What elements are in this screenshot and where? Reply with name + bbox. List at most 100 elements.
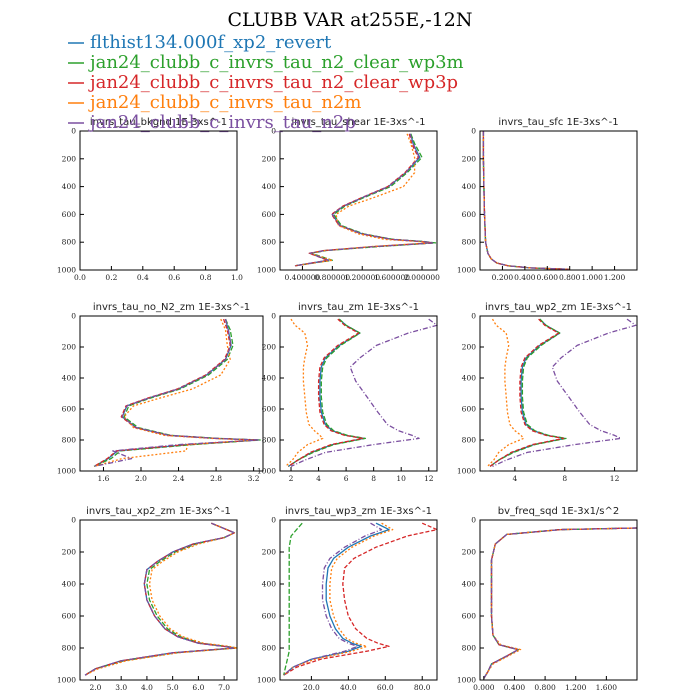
y-tick-label: 1000 (457, 467, 476, 476)
y-tick-label: 800 (62, 238, 77, 247)
panel-title: invrs_tau_wp2_zm 1E-3xs^-1 (485, 302, 632, 313)
x-tick-label: 80.0 (414, 683, 431, 692)
series-line (283, 522, 394, 676)
x-tick-label: 1.200000 (344, 273, 380, 282)
x-tick-label: 20.0 (303, 683, 320, 692)
x-tick-label: 1.6 (97, 474, 109, 483)
series-line (489, 318, 566, 467)
panel-title: invrs_tau_sfc 1E-3xs^-1 (498, 117, 618, 128)
x-tick-label: 12 (610, 474, 620, 483)
panel-title: invrs_tau_xp2_zm 1E-3xs^-1 (86, 506, 231, 517)
series-line (287, 318, 365, 467)
y-tick-label: 1000 (457, 266, 476, 275)
y-tick-label: 200 (62, 154, 77, 163)
plot-frame (479, 130, 638, 271)
panel-4: invrs_tau_no_N2_zm 1E-3xs^-1 0 200 400 600 80… (57, 302, 264, 483)
x-tick-label: 0.6 (168, 273, 180, 282)
x-tick-label: 0.800 (534, 683, 556, 692)
panel-9: bv_freq_sqd 1E-3x1/s^2020040060080010000… (457, 506, 638, 692)
series-line (482, 131, 570, 270)
panel-1: invrs_tau_bkgnd 1E-3xs^-1 0 200 400 600 800 10… (57, 117, 243, 282)
x-tick-label: 0.800000 (314, 273, 350, 282)
y-tick-label: 600 (462, 612, 477, 621)
series-line (294, 133, 431, 267)
series-line (283, 522, 303, 676)
x-tick-label: 10 (396, 474, 406, 483)
x-tick-label: 1.000 (581, 273, 603, 282)
y-tick-label: 600 (262, 612, 277, 621)
y-tick-label: 0 (471, 127, 476, 136)
x-tick-label: 0.600 (537, 273, 559, 282)
series-line (287, 318, 367, 467)
series-line (482, 131, 570, 270)
y-tick-label: 0 (71, 312, 76, 321)
series-line (285, 318, 324, 467)
series-line (489, 318, 567, 467)
panel-title: bv_freq_sqd 1E-3x1/s^2 (498, 506, 620, 517)
series-line (482, 131, 570, 270)
y-tick-label: 400 (62, 374, 77, 383)
y-tick-label: 200 (462, 548, 477, 557)
y-tick-label: 600 (462, 210, 477, 219)
series-line (487, 318, 525, 467)
y-tick-label: 800 (262, 644, 277, 653)
x-tick-label: 1.200 (604, 273, 626, 282)
x-tick-label: 2 (289, 474, 294, 483)
y-tick-label: 200 (62, 343, 77, 352)
x-tick-label: 2.4 (173, 474, 185, 483)
x-tick-label: 12 (424, 474, 434, 483)
x-tick-label: 2.0 (89, 683, 101, 692)
figure-title: CLUBB VAR at255E,-12N (228, 9, 473, 31)
y-tick-label: 600 (262, 210, 277, 219)
y-tick-label: 400 (462, 182, 477, 191)
x-tick-label: 6 (344, 474, 349, 483)
x-tick-label: 1.600 (596, 683, 618, 692)
legend-item: flthist134.000f_xp2_revert (90, 32, 332, 53)
panel-title: invrs_tau_no_N2_zm 1E-3xs^-1 (93, 302, 250, 313)
series-line (482, 131, 570, 270)
y-tick-label: 200 (262, 343, 277, 352)
x-tick-label: 0.400000 (285, 273, 321, 282)
y-tick-label: 400 (62, 580, 77, 589)
series-line (93, 318, 261, 467)
y-tick-label: 400 (262, 182, 277, 191)
plot-frame (479, 519, 638, 681)
y-tick-label: 0 (271, 127, 276, 136)
y-tick-label: 1000 (257, 266, 276, 275)
x-tick-label: 5.0 (167, 683, 179, 692)
y-tick-label: 800 (462, 436, 477, 445)
y-tick-label: 400 (262, 580, 277, 589)
series-line (287, 318, 364, 467)
y-tick-label: 600 (62, 405, 77, 414)
legend-item: jan24_clubb_c_invrs_tau_n2_clear_wp3p (88, 72, 458, 93)
series-line (482, 131, 570, 270)
plot-frame (79, 519, 238, 681)
y-tick-label: 1000 (257, 676, 276, 685)
x-tick-label: 60.0 (377, 683, 394, 692)
y-tick-label: 0 (71, 127, 76, 136)
panel-title: invrs_tau_zm 1E-3xs^-1 (298, 302, 419, 313)
legend-item: jan24_clubb_c_invrs_tau_n2p (88, 112, 356, 133)
y-tick-label: 800 (462, 238, 477, 247)
x-tick-label: 0.800 (559, 273, 581, 282)
series-line (489, 318, 565, 467)
legend-item: jan24_clubb_c_invrs_tau_n2m (88, 92, 361, 113)
plot-frame (79, 130, 238, 271)
x-tick-label: 2.000000 (404, 273, 440, 282)
series-line (483, 527, 638, 679)
series-line (294, 133, 437, 267)
panel-2: invrs_tau_shear 1E-3xs^-1 0 200 400 600 800 10… (257, 117, 440, 282)
x-tick-label: 8 (371, 474, 376, 483)
x-tick-label: 8 (562, 474, 567, 483)
plot-frame (279, 315, 438, 472)
panel-title: invrs_tau_wp3_zm 1E-3xs^-1 (285, 506, 432, 517)
series-line (93, 318, 259, 468)
x-tick-label: 1.0 (231, 273, 243, 282)
x-tick-label: 0.400 (514, 273, 536, 282)
series-line (294, 133, 434, 267)
y-tick-label: 800 (262, 238, 277, 247)
y-tick-label: 600 (62, 210, 77, 219)
y-tick-label: 800 (62, 644, 77, 653)
x-tick-label: 6.0 (192, 683, 204, 692)
